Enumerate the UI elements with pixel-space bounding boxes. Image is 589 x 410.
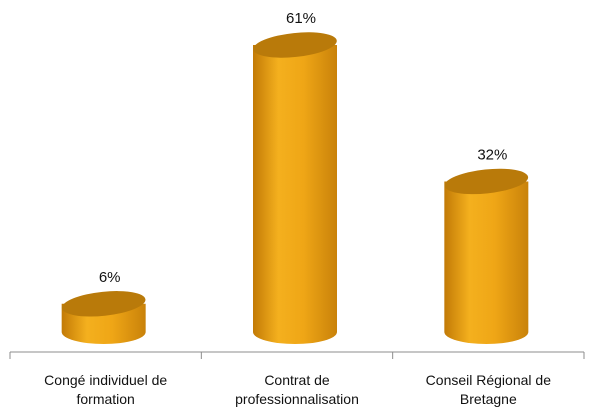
data-labels-group: 6% 61% 32% xyxy=(99,10,508,286)
data-label: 61% xyxy=(286,10,316,27)
bar-top xyxy=(253,32,337,58)
bars-group xyxy=(61,32,529,344)
category-label-line: Conseil Régional de xyxy=(426,372,552,388)
category-label-line: formation xyxy=(76,391,134,407)
category-label-line: Congé individuel de xyxy=(44,372,167,388)
category-label: Conseil Régional de Bretagne xyxy=(426,372,552,407)
bar-1 xyxy=(61,291,146,344)
data-label: 6% xyxy=(99,269,121,286)
data-label: 32% xyxy=(477,146,507,163)
bar-2 xyxy=(253,32,337,344)
category-labels-group: Congé individuel de formation Contrat de pr… xyxy=(44,372,551,407)
category-label: Contrat de professionnalisation xyxy=(235,372,359,407)
category-label-line: Contrat de xyxy=(264,372,330,388)
x-axis-ticks xyxy=(9,352,585,359)
category-label-line: Bretagne xyxy=(460,391,517,407)
bar-body xyxy=(253,45,337,344)
category-label: Congé individuel de formation xyxy=(44,372,167,407)
bar-top xyxy=(444,168,529,195)
category-label-line: professionnalisation xyxy=(235,391,359,407)
bar-body xyxy=(444,181,529,344)
bar-3 xyxy=(444,168,529,344)
bar-top xyxy=(61,291,146,317)
